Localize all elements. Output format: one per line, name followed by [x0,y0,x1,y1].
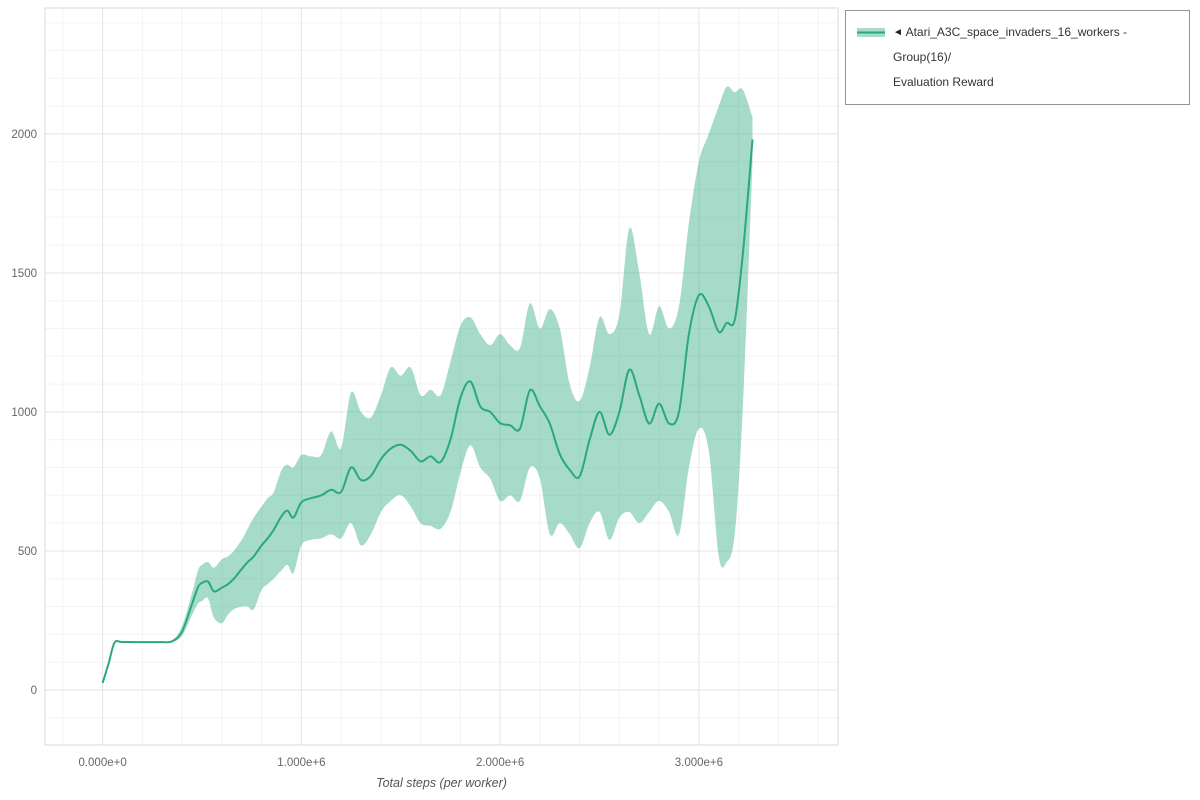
y-tick-label: 500 [18,546,37,558]
y-tick-label: 1500 [11,268,37,280]
mean-line [101,139,754,684]
x-tick-label: 3.000e+6 [675,757,723,769]
legend[interactable]: ◄ Atari_A3C_space_invaders_16_workers - … [845,10,1190,105]
legend-collapse-icon[interactable]: ◄ [893,27,903,38]
major-gridlines [45,8,838,745]
x-axis-title: Total steps (per worker) [376,776,507,790]
y-tick-label: 2000 [11,129,37,141]
legend-label: ◄ Atari_A3C_space_invaders_16_workers - … [893,20,1179,95]
legend-metric-name: Evaluation Reward [893,75,994,89]
x-tick-label: 0.000e+0 [78,757,126,769]
x-tick-label: 2.000e+6 [476,757,524,769]
plot-frame [44,7,839,746]
y-tick-label: 1000 [11,407,37,419]
x-tick-label: 1.000e+6 [277,757,325,769]
legend-swatch-icon [857,28,885,37]
legend-series-name: Atari_A3C_space_invaders_16_workers - Gr… [893,25,1128,64]
y-tick-label: 0 [31,685,37,697]
confidence-band [102,86,753,683]
